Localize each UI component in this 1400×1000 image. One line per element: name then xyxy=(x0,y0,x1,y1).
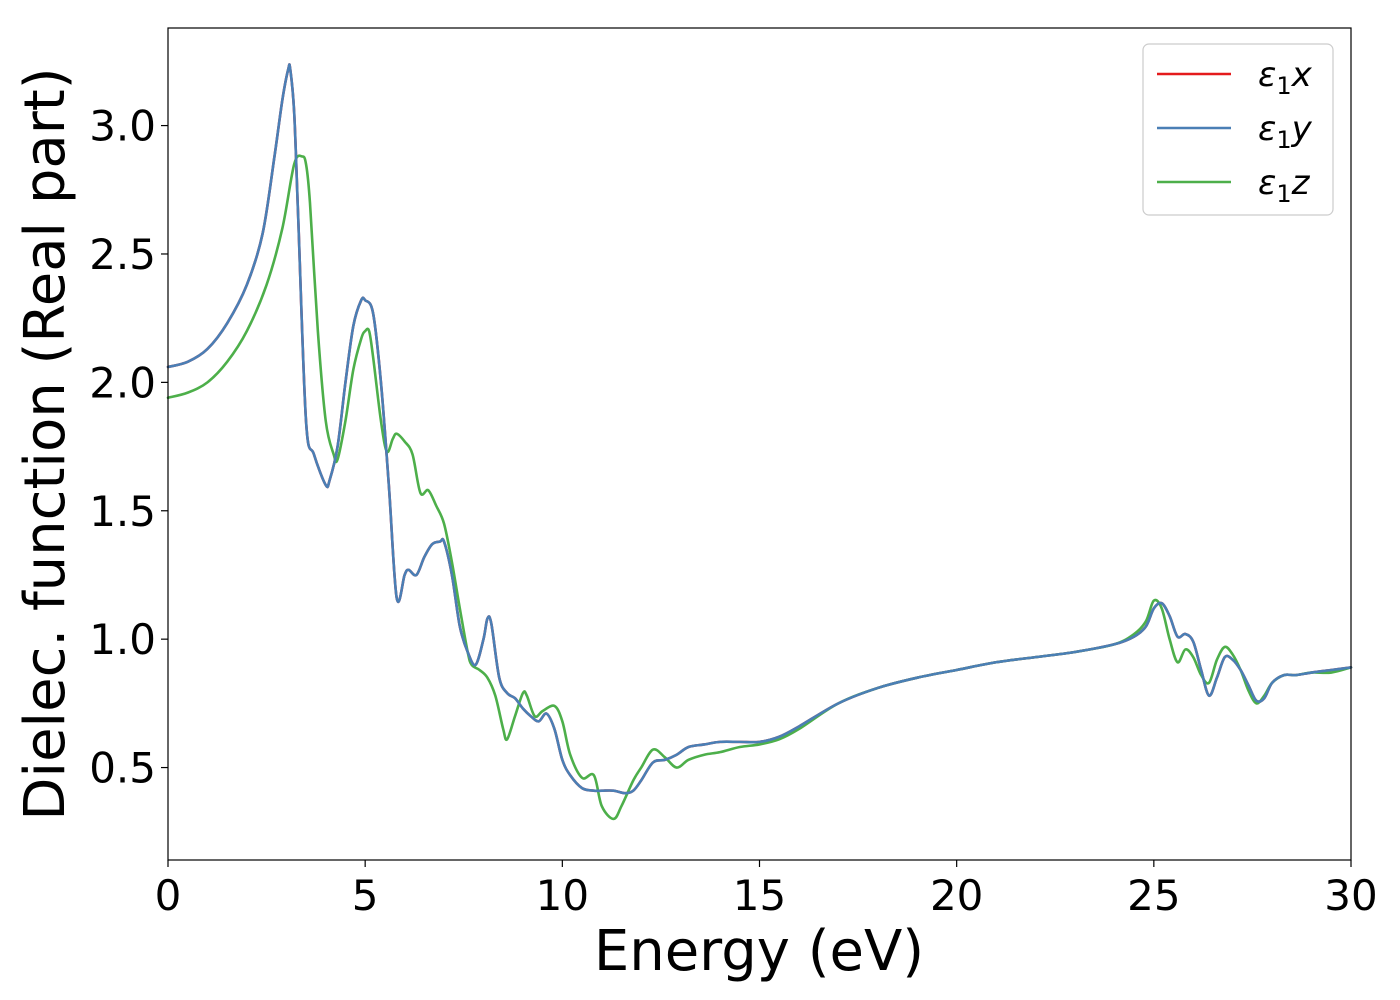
legend-box xyxy=(1142,43,1334,216)
y-tick-label: 0.5 xyxy=(89,744,156,793)
legend-label-y: ε1y xyxy=(1258,109,1313,154)
y-tick-label: 2.0 xyxy=(89,358,156,407)
y-tick-label: 2.5 xyxy=(89,230,156,279)
x-tick-label: 5 xyxy=(352,871,379,920)
x-tick-label: 15 xyxy=(733,871,786,920)
series-line-y xyxy=(166,63,1353,795)
y-tick-label: 1.5 xyxy=(89,487,156,536)
x-tick-label: 20 xyxy=(930,871,983,920)
x-tick-label: 0 xyxy=(155,871,182,920)
series-line-z xyxy=(166,154,1353,821)
series-layer xyxy=(166,63,1353,821)
legend: ε1x ε1y ε1z xyxy=(1142,43,1334,216)
x-axis-label: Energy (eV) xyxy=(594,919,924,984)
y-axis-ticks: 0.5 1.0 1.5 2.0 2.5 3.0 xyxy=(89,102,168,793)
y-tick-label: 1.0 xyxy=(89,615,156,664)
x-tick-label: 30 xyxy=(1324,871,1377,920)
x-tick-label: 10 xyxy=(536,871,589,920)
y-axis-label: Dielec. function (Real part) xyxy=(13,67,78,820)
legend-label-x: ε1x xyxy=(1258,55,1313,100)
y-tick-label: 3.0 xyxy=(89,102,156,151)
legend-label-z: ε1z xyxy=(1258,163,1311,208)
x-axis-ticks: 0 5 10 15 20 25 30 xyxy=(155,860,1378,920)
x-tick-label: 25 xyxy=(1127,871,1180,920)
